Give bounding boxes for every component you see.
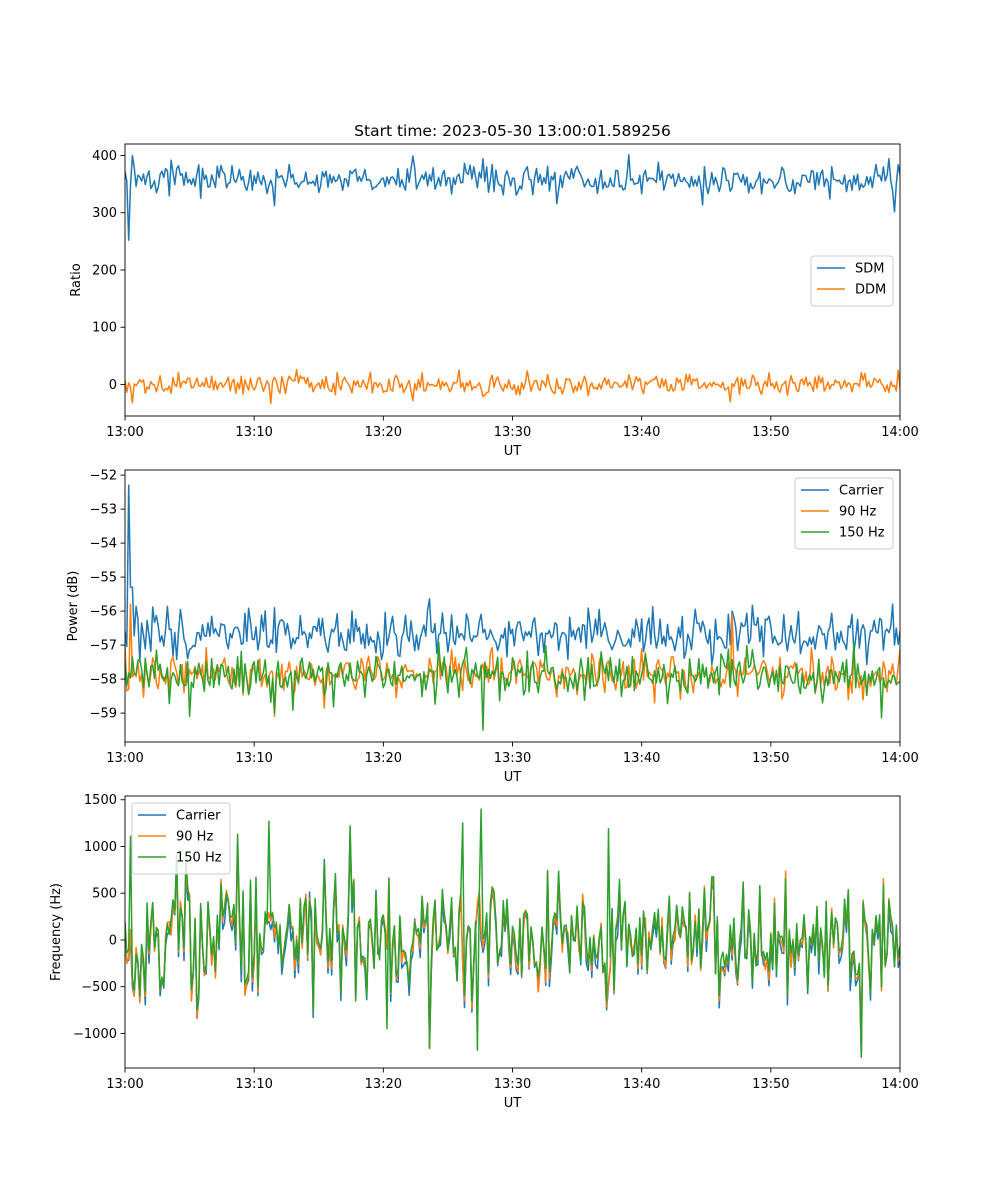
series-line-ddm (125, 368, 900, 405)
x-tick-label: 13:00 (106, 425, 143, 440)
x-tick-label: 13:50 (752, 1077, 789, 1092)
y-tick-label: −52 (90, 469, 117, 484)
legend-label: DDM (855, 283, 886, 298)
chart-panel-2: 13:00 13:10 13:20 13:30 13:40 13:50 14:00 −52 −5… (66, 469, 919, 785)
y-tick-label: −53 (90, 503, 117, 518)
series-line-150-hz (125, 808, 900, 1055)
legend: SDM DDM (810, 255, 894, 307)
x-tick-label: 14:00 (881, 425, 918, 440)
series-line-sdm (125, 153, 900, 241)
y-tick-label: −500 (81, 980, 117, 995)
chart-title: Start time: 2023-05-30 13:00:01.589256 (354, 122, 671, 140)
x-tick-label: 13:20 (365, 1077, 402, 1092)
legend-label: Carrier (839, 484, 884, 499)
x-tick-label: 13:40 (623, 425, 660, 440)
x-tick-label: 13:50 (752, 425, 789, 440)
x-axis-label: UT (504, 1096, 522, 1111)
y-tick-label: 100 (92, 321, 117, 336)
x-tick-label: 13:40 (623, 751, 660, 766)
y-tick-label: −59 (90, 707, 117, 722)
y-axis-label: Frequency (Hz) (49, 883, 64, 981)
legend-label: 150 Hz (176, 851, 222, 866)
x-tick-label: 14:00 (881, 751, 918, 766)
y-tick-label: −57 (90, 639, 117, 654)
x-tick-label: 13:10 (235, 1077, 272, 1092)
y-axis-label: Ratio (69, 263, 84, 296)
y-tick-label: −1000 (73, 1027, 117, 1042)
x-axis-label: UT (504, 444, 522, 459)
x-tick-label: 13:10 (235, 751, 272, 766)
y-axis-label: Power (dB) (66, 571, 81, 642)
legend-label: SDM (855, 262, 884, 277)
x-tick-label: 13:20 (365, 751, 402, 766)
y-tick-label: 500 (92, 887, 117, 902)
x-tick-label: 13:30 (494, 751, 531, 766)
y-tick-label: 200 (92, 263, 117, 278)
x-tick-label: 14:00 (881, 1077, 918, 1092)
y-tick-label: −56 (90, 605, 117, 620)
x-axis-label: UT (504, 770, 522, 785)
y-tick-label: 1000 (84, 840, 117, 855)
legend-label: 90 Hz (176, 830, 213, 845)
x-tick-label: 13:00 (106, 751, 143, 766)
legend: Carrier 90 Hz 150 Hz (794, 477, 894, 550)
series-line-carrier (125, 484, 900, 666)
y-tick-label: −54 (90, 537, 117, 552)
chart-panel-1: 13:00 13:10 13:20 13:30 13:40 13:50 14:00 0 100 2… (69, 122, 919, 459)
x-tick-label: 13:30 (494, 425, 531, 440)
y-tick-label: 1500 (84, 793, 117, 808)
x-tick-label: 13:30 (494, 1077, 531, 1092)
legend: Carrier 90 Hz 150 Hz (131, 802, 231, 875)
x-tick-label: 13:40 (623, 1077, 660, 1092)
x-tick-label: 13:00 (106, 1077, 143, 1092)
y-tick-label: 0 (109, 378, 117, 393)
series-line-150-hz (125, 641, 900, 731)
legend-label: 90 Hz (839, 505, 876, 520)
legend-label: 150 Hz (839, 526, 885, 541)
legend-label: Carrier (176, 809, 221, 824)
x-tick-label: 13:50 (752, 751, 789, 766)
y-tick-label: 0 (109, 933, 117, 948)
x-tick-label: 13:20 (365, 425, 402, 440)
y-tick-label: −58 (90, 673, 117, 688)
y-tick-label: −55 (90, 571, 117, 586)
y-tick-label: 300 (92, 206, 117, 221)
y-tick-label: 400 (92, 149, 117, 164)
chart-panel-3: 13:00 13:10 13:20 13:30 13:40 13:50 14:00 1500 1… (49, 793, 919, 1111)
x-tick-label: 13:10 (235, 425, 272, 440)
